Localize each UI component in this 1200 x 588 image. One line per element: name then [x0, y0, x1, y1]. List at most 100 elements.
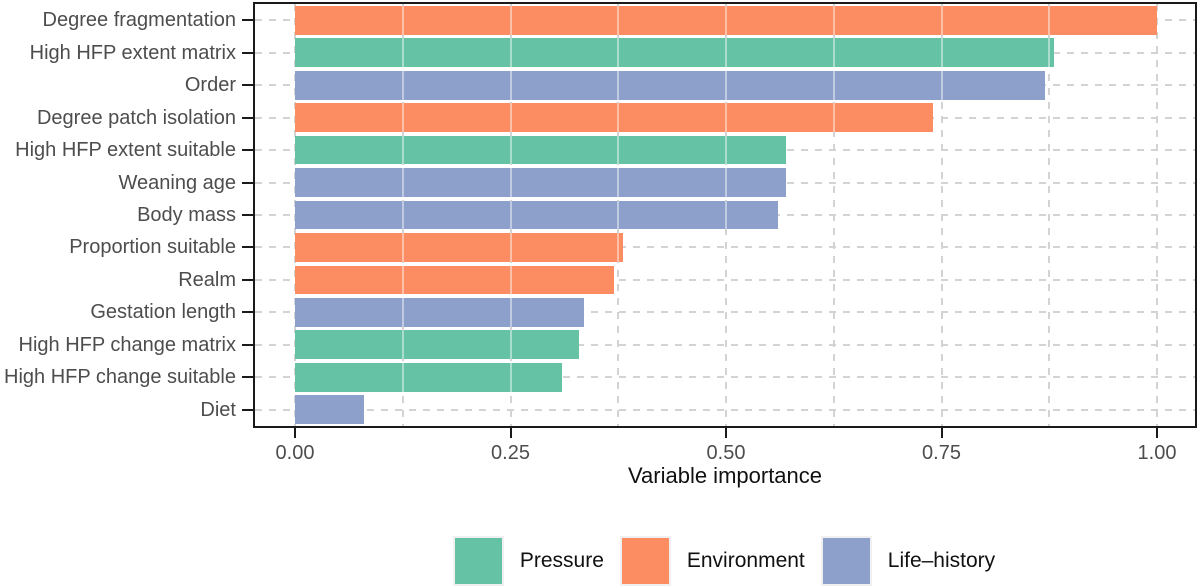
- legend: Pressure Environment Life–history: [253, 538, 1197, 584]
- gridline-overlay: [832, 70, 835, 100]
- gridline-overlay: [401, 5, 404, 35]
- x-axis-tick-label: 0.75: [922, 442, 961, 464]
- legend-item-pressure: Pressure: [454, 538, 604, 584]
- gridline-overlay: [617, 168, 620, 197]
- gridline-overlay: [832, 38, 835, 68]
- bar-degree-patch-isolation: [295, 103, 933, 132]
- gridline-overlay: [509, 135, 512, 165]
- x-axis-title: Variable importance: [627, 463, 823, 488]
- gridline-overlay: [832, 5, 835, 35]
- legend-item-life-history: Life–history: [822, 538, 996, 584]
- gridline-overlay: [725, 168, 727, 197]
- gridline-overlay: [509, 168, 512, 197]
- bar-gestation-length: [295, 297, 584, 327]
- gridline-overlay: [617, 200, 620, 230]
- gridline-overlay: [617, 103, 620, 132]
- gridline-overlay: [725, 70, 727, 100]
- gridline-overlay: [725, 103, 727, 132]
- x-axis-tick-label: 0.50: [706, 442, 746, 464]
- bar-weaning-age: [295, 168, 787, 197]
- gridline-overlay: [725, 5, 727, 35]
- gridline-overlay: [401, 200, 404, 230]
- gridline-overlay: [617, 5, 620, 35]
- y-axis-tick: [242, 376, 253, 379]
- gridline-overlay: [401, 297, 404, 327]
- gridline-overlay: [940, 38, 943, 68]
- x-axis-tick-label: 0.25: [491, 442, 530, 464]
- gridline-overlay: [832, 103, 835, 132]
- y-axis-label: High HFP change suitable: [4, 366, 236, 389]
- bar-degree-fragmentation: [295, 5, 1157, 35]
- x-axis-tick: [509, 428, 512, 438]
- gridline-overlay: [1048, 38, 1051, 68]
- gridline-overlay: [401, 330, 404, 360]
- y-axis-label: Proportion suitable: [69, 236, 236, 259]
- gridline-overlay: [509, 103, 512, 132]
- bar-realm: [295, 265, 614, 295]
- gridline-overlay: [617, 38, 620, 68]
- gridline-overlay: [509, 265, 512, 295]
- y-axis-tick: [242, 214, 253, 216]
- y-axis-label: Realm: [178, 268, 236, 291]
- x-axis-tick-label: 1.00: [1137, 442, 1177, 464]
- x-axis-tick: [725, 428, 727, 438]
- y-axis-label: Diet: [200, 398, 236, 421]
- y-axis-tick: [242, 51, 253, 54]
- gridline-overlay: [401, 70, 404, 100]
- y-axis-label: Order: [184, 74, 236, 97]
- bar-high-hfp-change-matrix: [295, 330, 580, 360]
- x-axis-tick-label: 0.00: [275, 442, 315, 464]
- y-axis-tick: [242, 149, 253, 152]
- gridline-overlay: [509, 200, 512, 230]
- x-axis-tick: [1156, 428, 1158, 438]
- gridline-overlay: [401, 168, 404, 197]
- y-axis-label: Gestation length: [90, 301, 236, 324]
- gridline-overlay: [401, 233, 404, 262]
- y-axis-label: Body mass: [137, 204, 236, 226]
- x-axis-tick: [940, 428, 943, 438]
- legend-swatch: [822, 538, 870, 584]
- legend-label: Pressure: [519, 549, 604, 572]
- gridline-overlay: [401, 265, 404, 295]
- legend-label: Life–history: [887, 549, 996, 572]
- legend-label: Environment: [686, 549, 805, 572]
- bar-proportion-suitable: [295, 233, 623, 262]
- gridline-overlay: [509, 330, 512, 360]
- gridline-overlay: [401, 362, 404, 392]
- y-axis-tick: [242, 116, 253, 119]
- gridline-overlay: [725, 38, 727, 68]
- gridline-overlay: [509, 70, 512, 100]
- gridline-overlay: [509, 38, 512, 68]
- y-axis-tick: [242, 278, 253, 281]
- plot-panel: [253, 2, 1197, 428]
- gridline-overlay: [940, 70, 943, 100]
- x-axis: 0.00 0.25 0.50 0.75 1.00: [253, 428, 1197, 468]
- gridline-overlay: [725, 135, 727, 165]
- gridline-overlay: [509, 233, 512, 262]
- y-axis-label: High HFP extent matrix: [29, 41, 236, 64]
- legend-swatch: [621, 538, 669, 584]
- gridline-vertical: [832, 4, 835, 426]
- gridline-overlay: [401, 135, 404, 165]
- gridline-overlay: [1048, 5, 1051, 35]
- bar-high-hfp-extent-matrix: [295, 38, 1054, 68]
- gridline-overlay: [617, 135, 620, 165]
- y-axis-tick: [242, 343, 253, 346]
- gridline-overlay: [940, 5, 943, 35]
- legend-item-environment: Environment: [621, 538, 805, 584]
- gridline-overlay: [509, 297, 512, 327]
- legend-swatch: [454, 538, 502, 584]
- bar-high-hfp-extent-suitable: [295, 135, 787, 165]
- y-axis-label: High HFP change matrix: [18, 333, 237, 356]
- y-axis-label: High HFP extent suitable: [15, 139, 236, 162]
- bar-body-mass: [295, 200, 778, 230]
- gridline-overlay: [509, 5, 512, 35]
- y-axis: Degree fragmentation High HFP extent matr…: [0, 4, 253, 426]
- y-axis-label: Degree patch isolation: [36, 106, 236, 129]
- y-axis-label: Weaning age: [118, 171, 237, 194]
- gridline-overlay: [509, 362, 512, 392]
- bar-order: [295, 70, 1045, 100]
- y-axis-tick: [242, 84, 253, 87]
- y-axis-tick: [242, 246, 253, 249]
